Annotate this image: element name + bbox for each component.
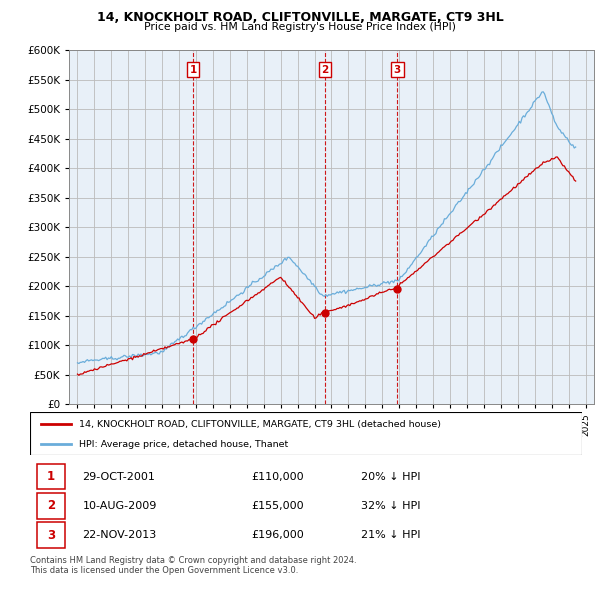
Text: 21% ↓ HPI: 21% ↓ HPI	[361, 530, 421, 540]
Text: 10-AUG-2009: 10-AUG-2009	[82, 501, 157, 511]
Text: 2: 2	[321, 65, 329, 74]
Text: 3: 3	[47, 529, 55, 542]
Text: This data is licensed under the Open Government Licence v3.0.: This data is licensed under the Open Gov…	[30, 566, 298, 575]
Text: 14, KNOCKHOLT ROAD, CLIFTONVILLE, MARGATE, CT9 3HL (detached house): 14, KNOCKHOLT ROAD, CLIFTONVILLE, MARGAT…	[79, 420, 440, 429]
Bar	[37, 522, 65, 548]
Bar	[37, 464, 65, 490]
Text: 2: 2	[47, 499, 55, 513]
Text: 14, KNOCKHOLT ROAD, CLIFTONVILLE, MARGATE, CT9 3HL: 14, KNOCKHOLT ROAD, CLIFTONVILLE, MARGAT…	[97, 11, 503, 24]
Text: £196,000: £196,000	[251, 530, 304, 540]
Text: 20% ↓ HPI: 20% ↓ HPI	[361, 471, 421, 481]
Text: £155,000: £155,000	[251, 501, 304, 511]
Text: 32% ↓ HPI: 32% ↓ HPI	[361, 501, 421, 511]
Text: HPI: Average price, detached house, Thanet: HPI: Average price, detached house, Than…	[79, 440, 288, 449]
Text: 22-NOV-2013: 22-NOV-2013	[82, 530, 157, 540]
Text: £110,000: £110,000	[251, 471, 304, 481]
Text: 1: 1	[47, 470, 55, 483]
Bar	[37, 493, 65, 519]
Text: 29-OCT-2001: 29-OCT-2001	[82, 471, 155, 481]
Text: Contains HM Land Registry data © Crown copyright and database right 2024.: Contains HM Land Registry data © Crown c…	[30, 556, 356, 565]
Text: Price paid vs. HM Land Registry's House Price Index (HPI): Price paid vs. HM Land Registry's House …	[144, 22, 456, 32]
Text: 1: 1	[190, 65, 197, 74]
Text: 3: 3	[394, 65, 401, 74]
